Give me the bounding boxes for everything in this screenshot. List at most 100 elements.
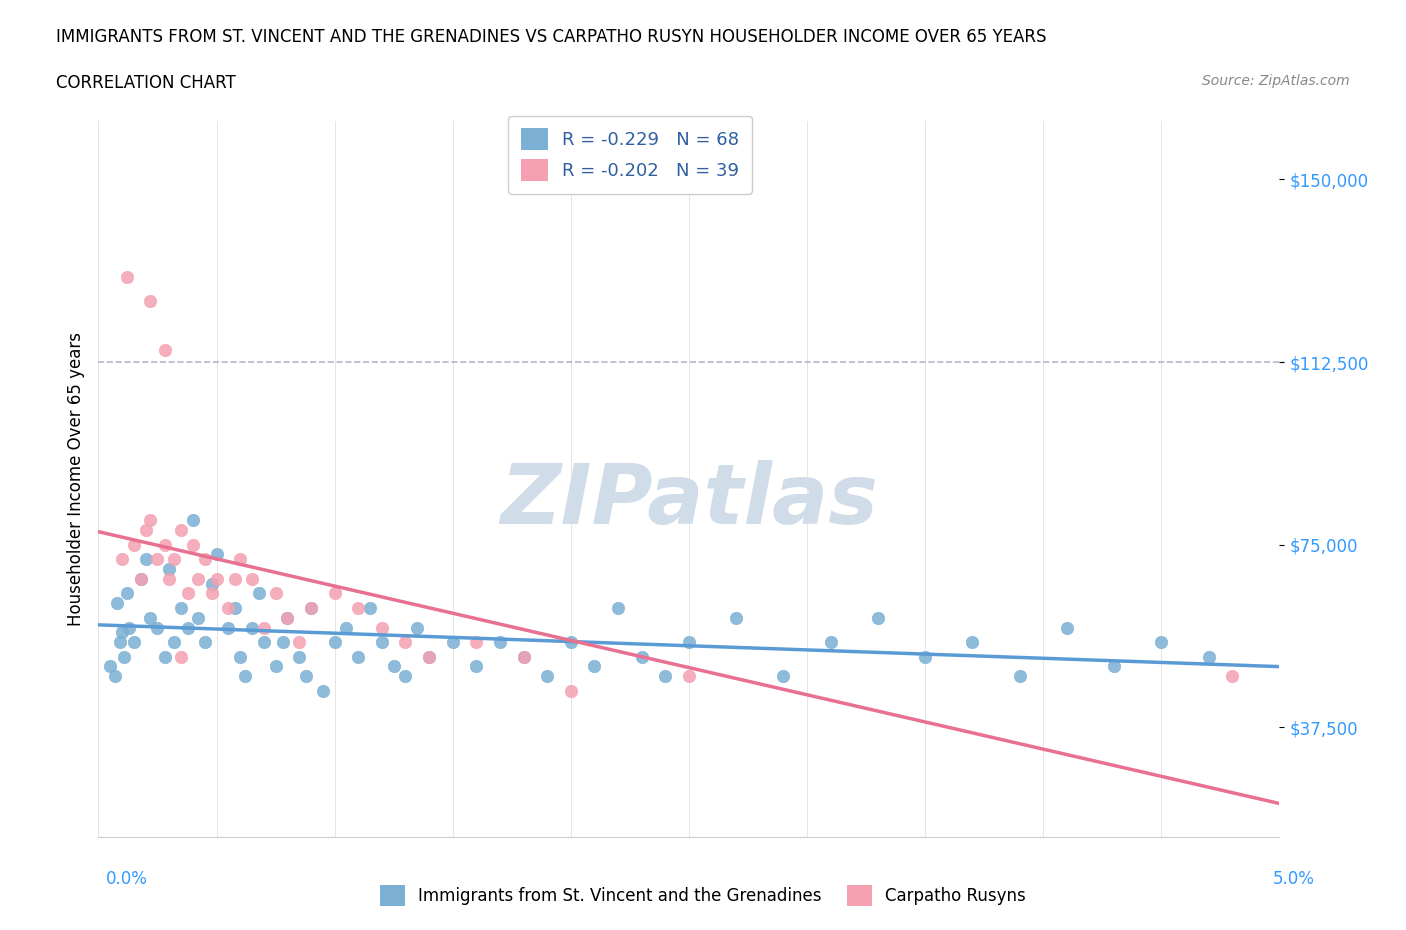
Point (264, 659, 287, 674)
Point (108, 634, 131, 649)
Point (406, 620, 429, 635)
Point (224, 601, 246, 616)
Point (177, 586, 200, 601)
Point (465, 659, 488, 674)
Point (194, 551, 217, 566)
Point (276, 610, 298, 625)
Point (394, 634, 416, 649)
Point (288, 634, 311, 649)
Point (489, 634, 512, 649)
Point (1198, 649, 1220, 664)
Point (129, 571, 152, 586)
Point (583, 659, 606, 674)
Point (323, 634, 346, 649)
Point (163, 551, 186, 566)
Point (512, 649, 534, 664)
Point (139, 610, 162, 625)
Point (1056, 620, 1078, 635)
Point (153, 342, 176, 357)
Point (288, 649, 311, 664)
Point (146, 620, 169, 635)
Point (111, 551, 134, 566)
Point (560, 634, 582, 649)
Point (240, 620, 263, 635)
Text: 5.0%: 5.0% (1272, 870, 1315, 887)
Point (247, 586, 270, 601)
Point (1008, 669, 1031, 684)
Point (205, 547, 228, 562)
Point (139, 294, 162, 309)
Point (129, 571, 152, 586)
Point (201, 577, 224, 591)
Point (276, 610, 298, 625)
Point (312, 684, 335, 698)
Text: ZIPatlas: ZIPatlas (501, 460, 877, 541)
Point (181, 538, 204, 552)
Point (240, 571, 263, 586)
Point (441, 634, 464, 649)
Point (112, 649, 135, 664)
Point (678, 669, 700, 684)
Point (512, 649, 534, 664)
Point (418, 649, 440, 664)
Point (194, 634, 217, 649)
Point (1102, 659, 1125, 674)
Point (560, 684, 582, 698)
Point (157, 571, 180, 586)
Point (866, 610, 889, 625)
Point (105, 596, 128, 611)
Point (335, 620, 357, 635)
Point (654, 669, 676, 684)
Point (418, 649, 440, 664)
Point (295, 669, 318, 684)
Point (772, 669, 794, 684)
Point (299, 601, 322, 616)
Point (630, 649, 652, 664)
Point (271, 634, 294, 649)
Point (371, 634, 394, 649)
Point (217, 620, 239, 635)
Point (371, 620, 394, 635)
Point (725, 610, 748, 625)
Point (118, 620, 141, 635)
Point (229, 551, 252, 566)
Point (201, 586, 224, 601)
Point (135, 551, 157, 566)
Point (122, 538, 145, 552)
Point (253, 620, 276, 635)
Point (170, 649, 193, 664)
Point (135, 523, 157, 538)
Point (253, 634, 276, 649)
Point (111, 625, 134, 640)
Point (224, 571, 246, 586)
Point (347, 601, 370, 616)
Point (163, 634, 186, 649)
Point (465, 634, 488, 649)
Point (382, 659, 405, 674)
Point (217, 601, 239, 616)
Text: 0.0%: 0.0% (105, 870, 148, 887)
Point (347, 649, 370, 664)
Text: CORRELATION CHART: CORRELATION CHART (56, 74, 236, 92)
Point (153, 538, 176, 552)
Point (146, 551, 169, 566)
Point (115, 270, 138, 285)
Point (359, 601, 381, 616)
Legend: R = -0.229   N = 68, R = -0.202   N = 39: R = -0.229 N = 68, R = -0.202 N = 39 (508, 115, 752, 194)
Point (98, 659, 121, 674)
Point (678, 634, 700, 649)
Point (153, 649, 176, 664)
Point (962, 634, 984, 649)
Point (607, 601, 630, 616)
Point (177, 620, 200, 635)
Point (536, 669, 558, 684)
Point (233, 669, 256, 684)
Point (115, 586, 138, 601)
Point (170, 523, 193, 538)
Point (170, 601, 193, 616)
Point (104, 669, 127, 684)
Point (139, 513, 162, 528)
Point (299, 601, 322, 616)
Point (229, 649, 252, 664)
Point (394, 669, 416, 684)
